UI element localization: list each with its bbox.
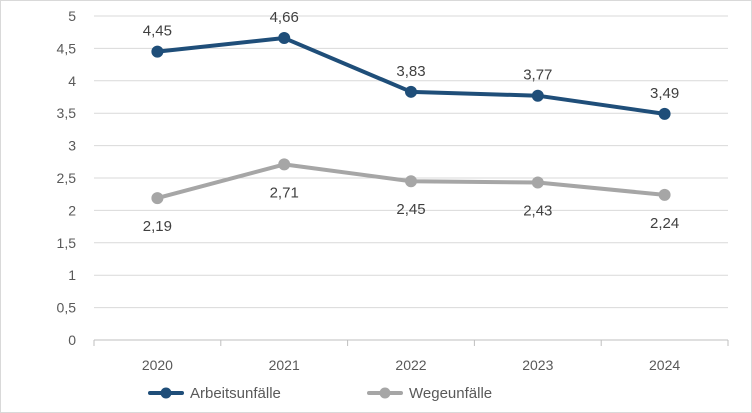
legend: Arbeitsunfälle Wegeunfälle [148, 385, 492, 402]
y-tick-label: 5 [68, 8, 76, 24]
x-tick-label: 2020 [142, 357, 173, 373]
data-label: 3,77 [523, 67, 552, 84]
y-tick-label: 3,5 [57, 105, 77, 121]
series-layer: 4,45 4,66 3,83 3,77 3,49 2,19 2,71 2,45 2,43 2,24 [143, 9, 679, 235]
x-tick-label: 2024 [649, 357, 680, 373]
y-tick-label: 2,5 [57, 170, 77, 186]
data-label: 3,83 [396, 63, 425, 80]
legend-swatch-marker [160, 387, 172, 399]
data-point [151, 192, 164, 205]
data-point [278, 158, 291, 171]
x-axis: 2020 2021 2022 2023 2024 [93, 339, 729, 373]
x-tick-label: 2021 [269, 357, 300, 373]
y-tick-label: 4,5 [57, 40, 77, 56]
data-label: 4,45 [143, 23, 172, 40]
data-point [531, 89, 544, 102]
data-label: 2,45 [396, 201, 425, 218]
data-label: 3,49 [650, 85, 679, 102]
y-tick-label: 3 [68, 138, 76, 154]
y-tick-label: 2 [68, 202, 76, 218]
data-point [531, 176, 544, 189]
data-label: 2,19 [143, 218, 172, 235]
y-axis: 0 0,5 1 1,5 2 2,5 3 3,5 4 4,5 5 [57, 8, 77, 348]
data-point [658, 107, 671, 120]
data-label: 2,43 [523, 203, 552, 220]
data-point [658, 188, 671, 201]
y-tick-label: 1 [68, 267, 76, 283]
data-point [405, 85, 417, 98]
gridlines [94, 15, 728, 309]
y-tick-label: 0 [68, 332, 76, 348]
y-tick-label: 4 [68, 73, 76, 89]
legend-label: Wegeunfälle [409, 385, 492, 402]
data-point [405, 175, 417, 188]
data-label: 4,66 [270, 9, 299, 26]
data-label: 2,71 [270, 184, 299, 201]
y-tick-label: 0,5 [57, 300, 77, 316]
x-tick-label: 2022 [395, 357, 426, 373]
y-tick-label: 1,5 [57, 235, 77, 251]
legend-swatch-marker [379, 387, 391, 399]
data-point [278, 32, 291, 45]
x-tick-label: 2023 [522, 357, 553, 373]
legend-label: Arbeitsunfälle [190, 385, 281, 402]
data-label: 2,24 [650, 215, 679, 232]
data-point [151, 45, 164, 58]
